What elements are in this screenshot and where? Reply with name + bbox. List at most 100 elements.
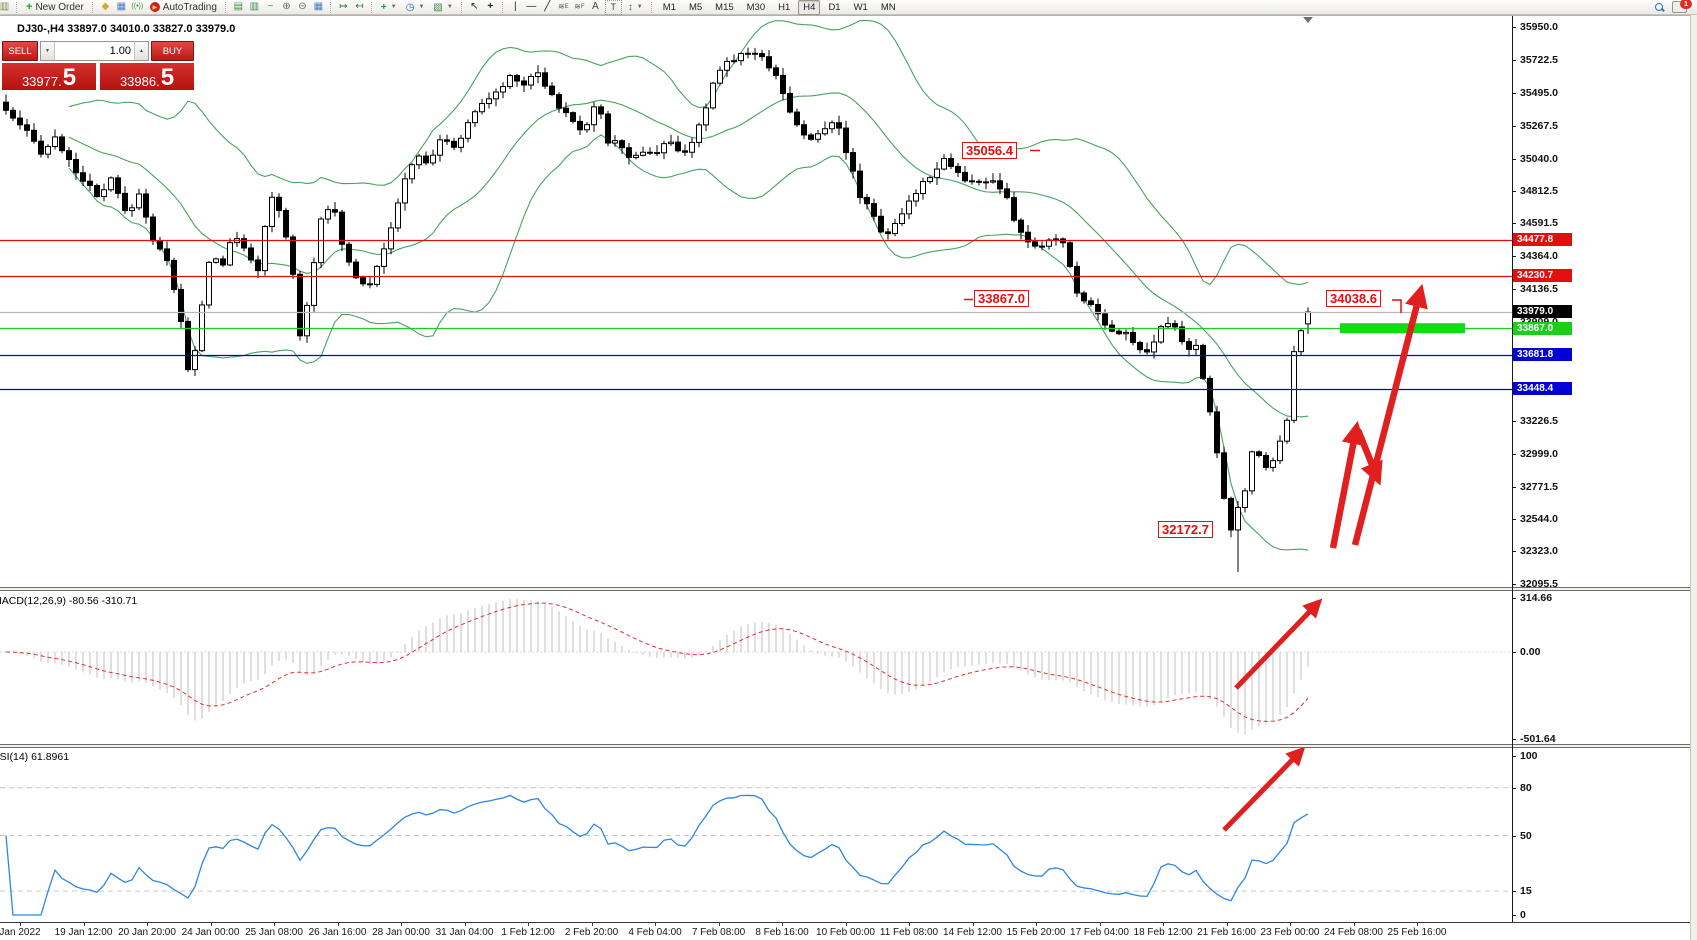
zoom-out-icon[interactable]: ⊖ [298,1,307,12]
time-axis-tick [1226,923,1228,926]
timeframe-w1[interactable]: W1 [853,1,868,13]
toolbar-separator [370,1,373,13]
equidistant-channel-tool-icon[interactable]: ≋ E [557,2,569,11]
time-axis-tick [972,923,974,926]
timeframe-m30[interactable]: M30 [746,1,766,13]
time-axis-label: 20 Jan 20:00 [118,927,176,938]
tile-windows-icon[interactable]: ▦ [313,1,324,12]
timeframe-m5[interactable]: M5 [688,1,703,13]
volume-decrease-button[interactable]: ▼ [41,42,55,60]
y-axis-tick: 32095.5 [1520,578,1558,591]
time-axis-tick [782,923,783,926]
price-callout[interactable]: 32172.7 [1158,521,1213,538]
time-axis-tick [1353,923,1355,926]
volume-input[interactable] [55,42,134,60]
y-axis-tick: 32544.0 [1520,513,1558,526]
time-axis-label: 17 Feb 04:00 [1070,927,1129,938]
chart-shift-icon[interactable]: ↤ [355,1,364,12]
text-label-tool-icon[interactable]: T [604,0,622,15]
time-axis-label: 8 Feb 16:00 [755,927,809,938]
macd-axis-tick: -501.64 [1520,733,1556,745]
price-callout[interactable]: 33867.0 [974,290,1029,307]
window-scrollbar-strip[interactable] [1690,15,1697,940]
time-axis-label: 19 Jan 12:00 [54,927,113,938]
timeframe-mn[interactable]: MN [880,1,896,13]
templates-menu-icon[interactable]: ▧ ▼ [433,1,453,13]
volume-increase-button[interactable]: ▲ [134,42,148,60]
up-arrow [1329,420,1365,549]
chat-icon[interactable]: 1 [1672,0,1692,13]
price-callout[interactable]: 34038.6 [1326,290,1381,307]
timeframe-m1[interactable]: M1 [662,1,676,13]
indicators-menu-icon[interactable]: + ▼ [380,1,397,13]
terminal-icon[interactable]: ▦ [116,1,127,12]
panel-splitter[interactable] [0,744,1697,748]
axis-tick-mark [1512,125,1516,127]
cursor-tool-icon[interactable]: ↖ [470,1,479,12]
price-level-badge: 33681.8 [1513,348,1572,362]
time-axis-tick [1417,923,1418,926]
axis-tick-mark [1512,420,1516,422]
axis-tick-mark [1512,891,1516,893]
vertical-line-tool-icon[interactable]: | [513,1,517,12]
arrows-tool-icon[interactable]: ↕ ▼ [627,1,643,13]
time-axis[interactable]: Jan 2022 19 Jan 12:00 20 Jan 20:00 24 Jan 0… [0,922,1697,940]
rsi-label: RSI(14) 61.8961 [0,751,70,763]
periods-menu-icon[interactable]: ◷ ▼ [405,1,425,13]
new-order-button[interactable]: + New Order [23,1,87,14]
buy-button[interactable]: BUY [151,41,194,61]
fibonacci-tool-icon[interactable]: ≋ F [574,2,585,11]
time-axis-label: 2 Feb 20:00 [564,927,619,938]
axis-tick-mark [1512,223,1516,225]
y-axis-tick: 35495.0 [1520,86,1558,99]
auto-scroll-icon[interactable]: ↦ [339,1,348,12]
timeframe-m15[interactable]: M15 [715,1,734,13]
axis-tick-mark [1512,453,1516,455]
horizontal-line-tool-icon[interactable]: — [526,1,537,12]
axis-tick-mark [1512,915,1516,916]
bollinger-bands [68,19,1309,551]
time-axis-label: 10 Feb 00:00 [816,927,875,938]
text-tool-icon[interactable]: A [591,1,599,12]
price-callout[interactable]: 35056.4 [962,142,1017,159]
axis-tick-mark [1512,584,1516,586]
y-axis-tick: 32323.0 [1520,545,1558,558]
timeframe-d1[interactable]: D1 [828,1,841,13]
time-axis-label: 4 Feb 04:00 [628,927,682,938]
rsi-panel-canvas[interactable] [0,748,1512,922]
axis-tick-mark [1512,256,1516,258]
buy-price-main: 33986. [119,74,160,89]
macd-panel-canvas[interactable] [0,591,1512,744]
trendline-tool-icon[interactable]: ╱ [544,1,551,12]
main-chart-canvas[interactable] [0,15,1512,588]
y-axis-tick: 35267.5 [1520,119,1558,132]
chart-top-edge [0,15,1697,16]
sell-price-panel[interactable]: 33977. 5 [2,63,96,90]
metaeditor-icon[interactable]: ◆ [101,1,110,12]
price-axis[interactable]: 35950.0 35722.5 35495.0 35267.5 35040.0 34812… [1512,15,1602,922]
rsi-axis-tick: 15 [1520,885,1532,898]
macd-label: MACD(12,26,9) -80.56 -310.71 [0,595,138,607]
bar-chart-mode-icon[interactable]: ▤ [233,1,244,12]
buy-price-panel[interactable]: 33986. 5 [100,63,194,90]
new-order-label: New Order [35,1,84,13]
signal-icon[interactable]: ((•)) [131,3,144,10]
timeframe-h1[interactable]: H1 [778,1,791,13]
search-icon[interactable] [1655,2,1664,12]
crosshair-tool-icon[interactable]: + [487,1,494,12]
rsi-axis-tick: 100 [1520,750,1538,762]
panel-splitter[interactable] [0,587,1697,591]
toolbar: ▥ + New Order ◆ ▦ ((•)) ▶ AutoTrading ▤ … [0,0,1697,15]
chart-window-icon[interactable]: ▥ [0,1,10,12]
time-axis-tick [210,923,212,926]
chart-shift-marker[interactable] [1303,17,1313,23]
time-axis-tick [655,923,656,926]
y-axis-tick: 35950.0 [1520,21,1558,33]
timeframe-h4[interactable]: H4 [798,0,821,15]
autotrading-button[interactable]: ▶ AutoTrading [147,1,220,14]
time-axis-tick [20,923,21,926]
zoom-in-icon[interactable]: ⊕ [282,1,291,12]
line-chart-mode-icon[interactable]: ~ [267,1,274,12]
sell-button[interactable]: SELL [2,41,38,61]
candlestick-mode-icon[interactable]: ▥ [249,1,260,12]
